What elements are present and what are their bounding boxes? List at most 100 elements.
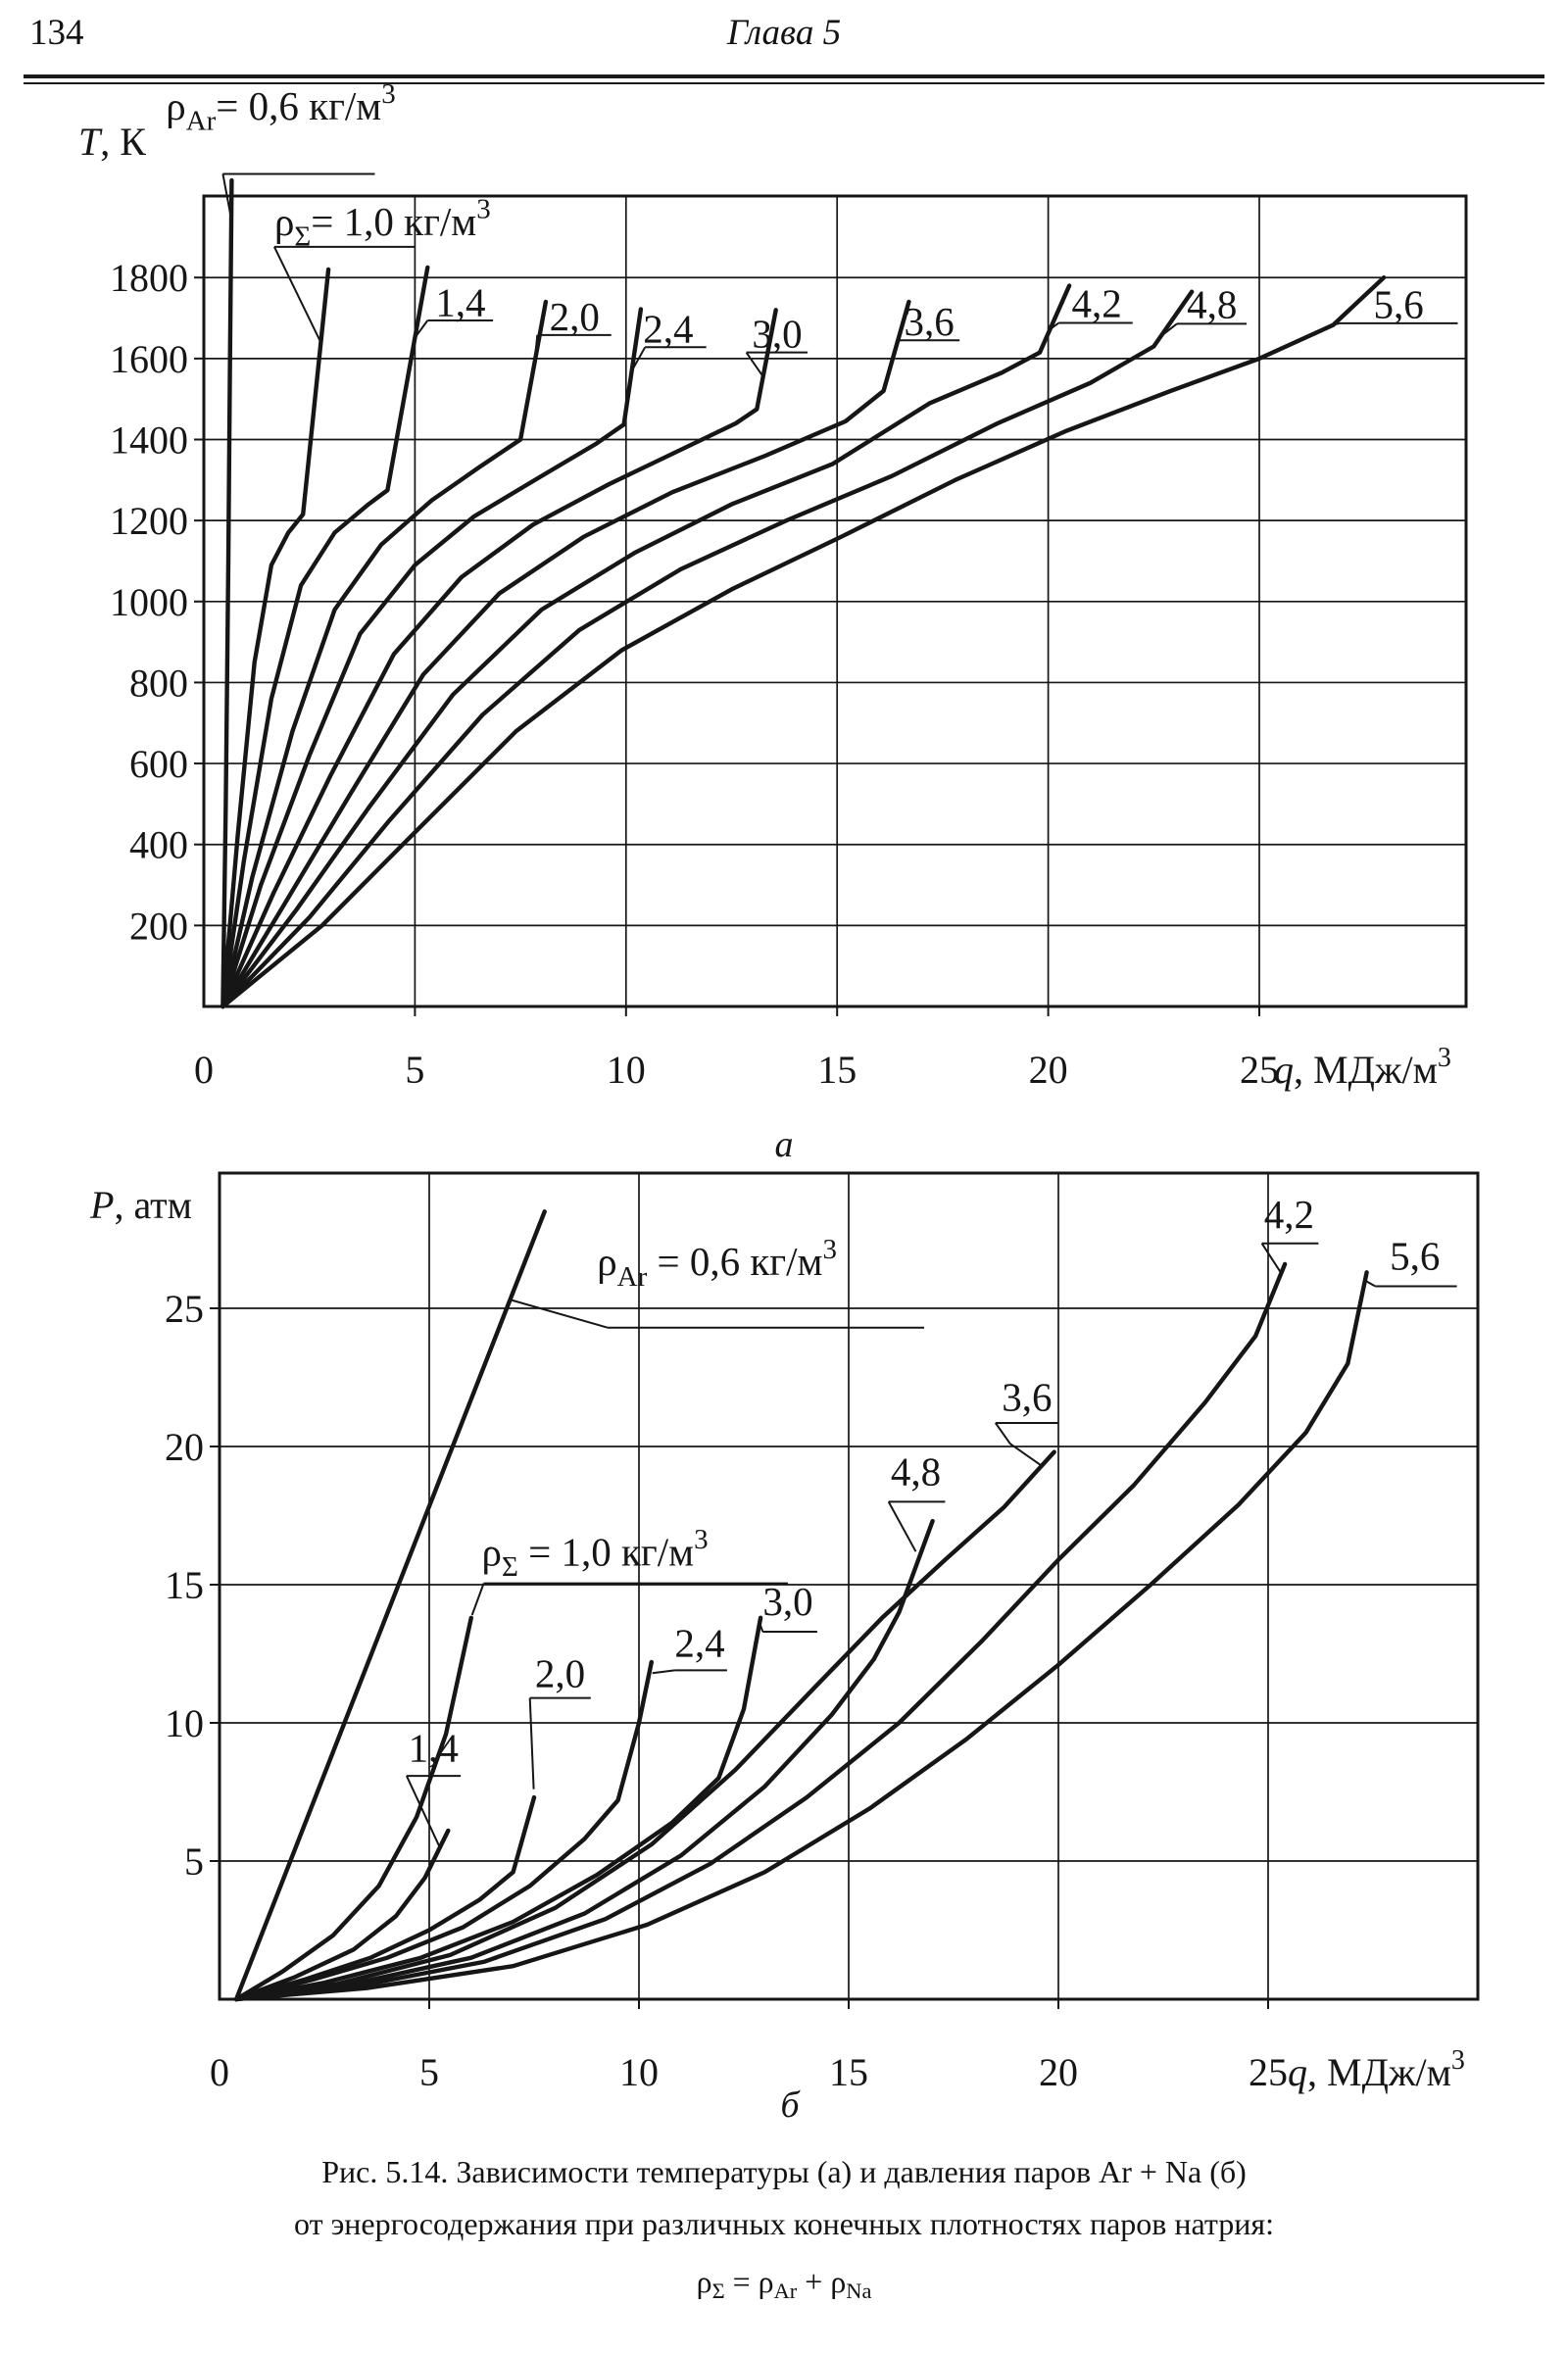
label-part: 2,0 xyxy=(550,294,600,339)
label-leader-n20 xyxy=(533,334,539,366)
y-tick-label-400: 400 xyxy=(129,823,188,867)
label-part: , МДж/м xyxy=(1307,2050,1451,2094)
label-part: Σ xyxy=(294,221,311,252)
formula-part: = ρ xyxy=(724,2263,774,2299)
label-part: 3,0 xyxy=(752,311,802,356)
label-part: 3 xyxy=(381,78,396,110)
curve-5,6 xyxy=(233,1270,1369,2002)
label-leader-n48b xyxy=(887,1500,917,1552)
curve-label-n14b: 1,4 xyxy=(409,1725,459,1770)
y-tick-label-20: 20 xyxy=(165,1425,204,1469)
curve-label-rho-ar: ρAr= 0,6 кг/м3 xyxy=(166,78,396,137)
curve-label-n30: 3,0 xyxy=(752,311,802,356)
y-tick-label-800: 800 xyxy=(129,661,188,705)
curve-0,6 xyxy=(233,1209,547,2002)
y-axis-title: P, атм xyxy=(89,1183,192,1227)
label-part: , МДж/м xyxy=(1294,1048,1438,1092)
y-tick-label-200: 200 xyxy=(129,904,188,948)
y-tick-label-25: 25 xyxy=(165,1287,204,1331)
label-part: ρ xyxy=(597,1239,616,1284)
curve-2,0 xyxy=(220,299,549,1009)
curve-5,6 xyxy=(220,275,1387,1009)
x-tick-label-5: 5 xyxy=(405,1048,424,1092)
label-part: 3 xyxy=(476,194,491,225)
label-leader-n42b xyxy=(1260,1243,1282,1273)
curve-2,4 xyxy=(233,1659,654,2002)
x-tick-label-5: 5 xyxy=(419,2050,439,2094)
x-tick-label-25: 25 xyxy=(1249,2050,1288,2094)
figure-caption: Рис. 5.14. Зависимости температуры (а) и… xyxy=(0,2146,1568,2310)
y-tick-label-15: 15 xyxy=(165,1563,204,1607)
label-part: 1,4 xyxy=(435,279,485,324)
caption-formula: ρΣ = ρAr + ρNa xyxy=(697,2256,872,2310)
formula-part: + ρ xyxy=(797,2263,847,2299)
page-number: 134 xyxy=(29,13,84,53)
label-part: 3 xyxy=(1451,2045,1465,2076)
curve-3,0 xyxy=(233,1615,763,2002)
label-part: = 0,6 кг/м xyxy=(647,1239,822,1284)
label-part: Σ xyxy=(502,1551,518,1583)
curve-3,0 xyxy=(220,308,778,1009)
label-leader-n24b xyxy=(652,1669,675,1675)
label-leader-n14b xyxy=(405,1775,441,1848)
x-axis-title: q, МДж/м3 xyxy=(1274,1043,1451,1092)
label-leader-rho-sum xyxy=(273,246,322,343)
label-part: q xyxy=(1274,1048,1294,1092)
label-leader-rho-sum-b xyxy=(470,1583,485,1616)
x-tick-label-20: 20 xyxy=(1039,2050,1078,2094)
label-part: 3 xyxy=(694,1524,709,1555)
curve-label-n30b: 3,0 xyxy=(762,1579,812,1624)
label-part: 4,8 xyxy=(1187,282,1237,327)
panel-letter-б: б xyxy=(780,2084,801,2126)
curve-label-rho-ar-b: ρAr = 0,6 кг/м3 xyxy=(597,1234,837,1293)
y-tick-label-5: 5 xyxy=(184,1839,204,1884)
label-part: 1,4 xyxy=(409,1725,459,1770)
label-part: ρ xyxy=(482,1529,502,1574)
curve-1,4 xyxy=(220,265,430,1009)
chapter-title: Глава 5 xyxy=(726,13,842,53)
curve-3,6 xyxy=(233,1449,1056,2002)
label-part: 3,0 xyxy=(762,1579,812,1624)
label-part: ρ xyxy=(166,83,185,128)
curve-label-n24b: 2,4 xyxy=(674,1620,724,1665)
curve-label-n36: 3,6 xyxy=(904,299,954,344)
label-part: T xyxy=(78,120,103,164)
label-part: , атм xyxy=(114,1183,192,1227)
x-tick-label-15: 15 xyxy=(817,1048,857,1092)
curve-3,6 xyxy=(220,299,911,1009)
y-tick-label-1600: 1600 xyxy=(110,337,188,381)
label-leader-n24 xyxy=(630,346,647,371)
curve-label-n36b: 3,6 xyxy=(1002,1374,1052,1419)
y-tick-label-1200: 1200 xyxy=(110,499,188,543)
label-part: 5,6 xyxy=(1390,1234,1440,1279)
label-part: Ar xyxy=(617,1261,648,1293)
y-tick-label-600: 600 xyxy=(129,742,188,786)
header-rule-thin xyxy=(24,82,1544,84)
label-part: P xyxy=(89,1183,114,1227)
label-part: = 0,6 кг/м xyxy=(216,83,381,128)
label-part: 3,6 xyxy=(904,299,954,344)
curve-4,2 xyxy=(233,1261,1288,2002)
label-leader-n56 xyxy=(1334,321,1341,326)
curve-2,4 xyxy=(220,307,644,1009)
label-part: 5,6 xyxy=(1374,282,1424,327)
chart-а: 0 5 10 15 20 25 200 400 600 800 1000 1200 1400 1600 18… xyxy=(78,78,1468,1165)
y-tick-label-1000: 1000 xyxy=(110,580,188,624)
x-tick-label-0: 0 xyxy=(194,1048,214,1092)
label-part: 4,8 xyxy=(891,1448,941,1494)
curve-label-n48b: 4,8 xyxy=(891,1448,941,1494)
label-leader-n30 xyxy=(745,352,764,378)
x-tick-label-20: 20 xyxy=(1029,1048,1068,1092)
x-axis-title: q, МДж/м3 xyxy=(1288,2045,1465,2094)
label-leader-n36b xyxy=(994,1422,1043,1467)
x-tick-label-10: 10 xyxy=(619,2050,659,2094)
x-tick-label-10: 10 xyxy=(607,1048,646,1092)
curve-4,8 xyxy=(233,1518,935,2002)
label-leader-n30b xyxy=(759,1623,764,1633)
x-tick-label-25: 25 xyxy=(1240,1048,1279,1092)
curve-4,8 xyxy=(220,289,1195,1009)
curve-label-n42: 4,2 xyxy=(1072,281,1122,326)
label-part: , К xyxy=(100,120,146,164)
